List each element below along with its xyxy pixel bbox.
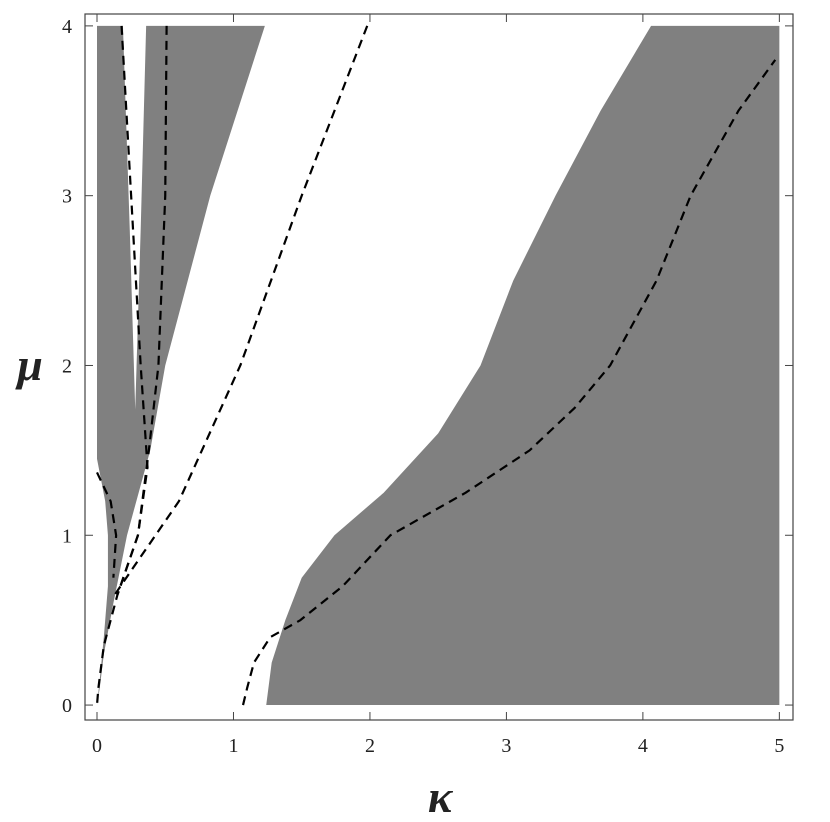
y-tick-label: 0: [62, 695, 72, 717]
dashed-curve: [241, 59, 777, 706]
x-tick-label: 2: [365, 735, 375, 757]
plot-frame: [84, 13, 794, 721]
y-tick-label: 4: [62, 16, 72, 38]
y-axis-label: μ: [15, 339, 43, 390]
y-tick-label: 3: [62, 186, 72, 208]
x-tick-label: 0: [92, 735, 102, 757]
regions: [97, 25, 780, 706]
curves: [95, 25, 777, 706]
x-tick-label: 4: [638, 735, 648, 757]
y-tick-label: 1: [62, 525, 72, 547]
x-axis-label: κ: [428, 771, 454, 817]
x-tick-label: 5: [774, 735, 784, 757]
region: [266, 25, 780, 706]
dashed-curve: [116, 25, 168, 596]
dashed-curve: [96, 471, 118, 578]
ticks: 0 1 2 3 4 5 0 1 2 3 4: [62, 14, 793, 757]
dashed-curve: [113, 25, 369, 596]
x-tick-label: 1: [228, 735, 238, 757]
y-tick-label: 2: [62, 355, 72, 377]
region: [97, 25, 265, 706]
x-tick-label: 3: [501, 735, 511, 757]
